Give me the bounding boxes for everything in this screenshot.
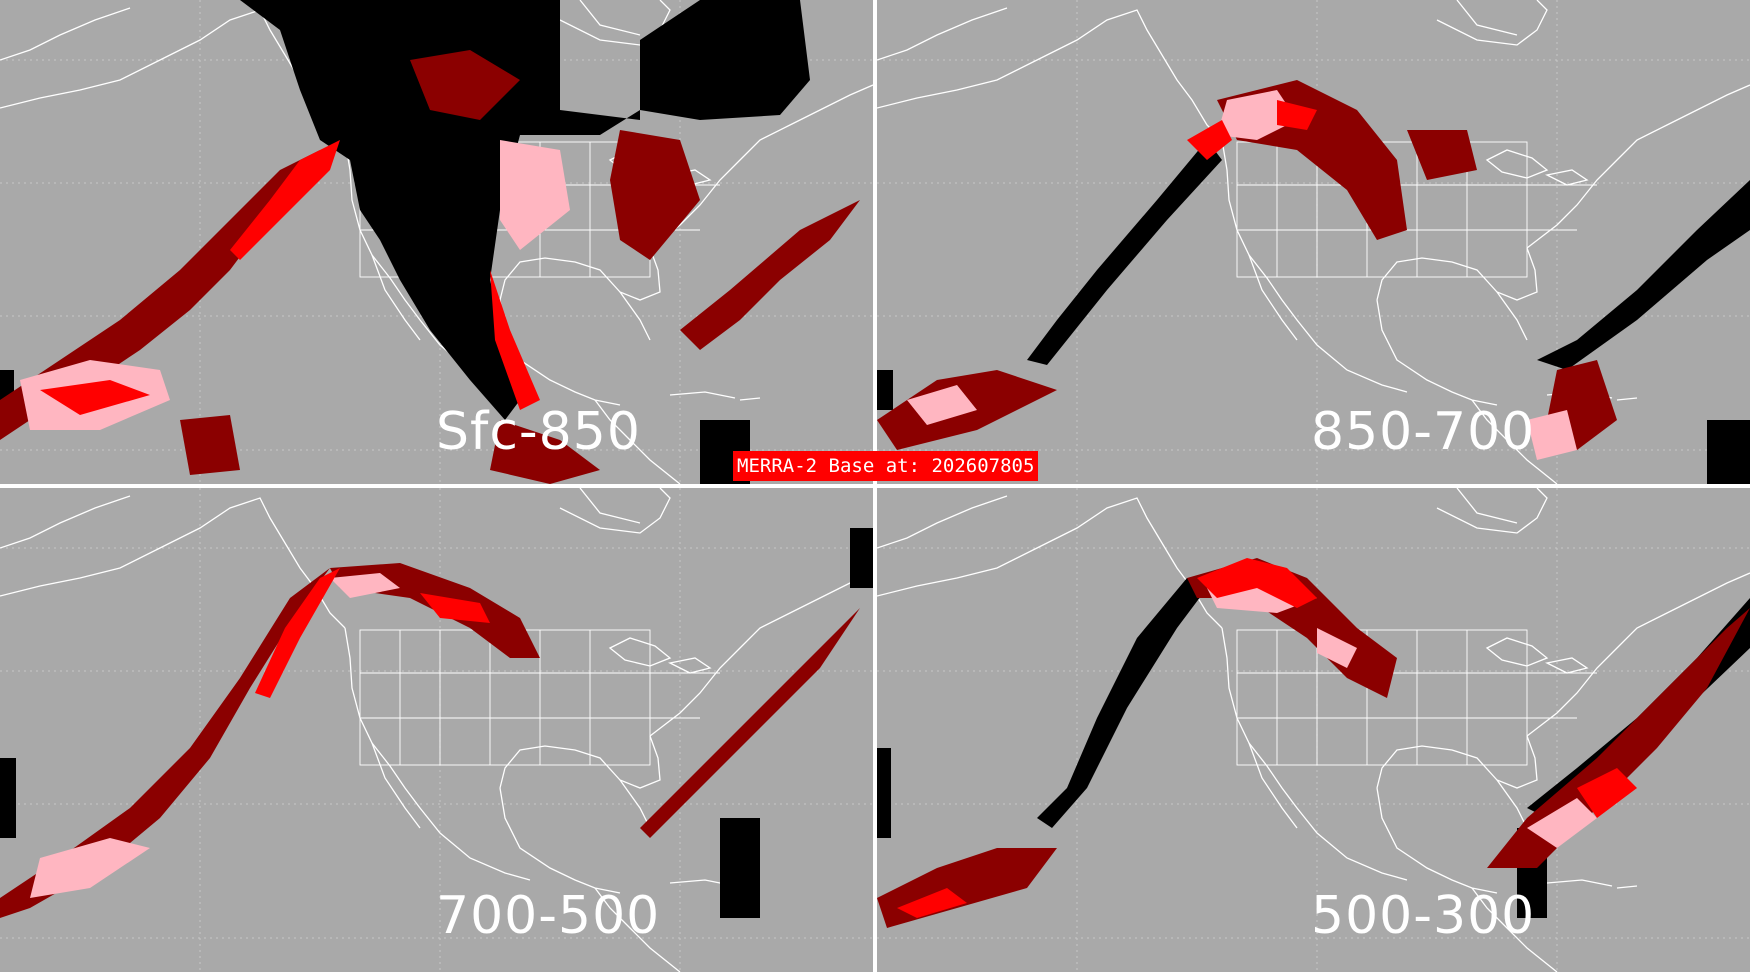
layer-label: Sfc-850 [436, 402, 641, 462]
band-dark-red [640, 608, 860, 838]
map-700-500 [0, 488, 873, 972]
map-500-300 [877, 488, 1750, 972]
band-pink [907, 385, 977, 425]
map-sfc-850 [0, 0, 873, 484]
terrain-mask [240, 0, 810, 420]
terrain-mask [877, 748, 891, 838]
band-red [255, 568, 340, 698]
band-dark-red [490, 420, 600, 484]
panel-850-700: 850-700 [877, 0, 1750, 484]
terrain-mask [720, 818, 760, 918]
band-red [1197, 558, 1317, 608]
band-dark-red [1407, 130, 1477, 180]
layer-label: 500-300 [1311, 886, 1536, 946]
layer-label: 700-500 [436, 886, 661, 946]
band-red [897, 888, 967, 918]
band-red [1187, 120, 1232, 160]
band-red [1577, 768, 1637, 818]
band-pink [330, 573, 400, 598]
band-black [1037, 578, 1207, 828]
band-black [1027, 140, 1222, 365]
terrain-mask [0, 758, 16, 838]
terrain-mask [1707, 420, 1750, 484]
panel-700-500: 700-500 [0, 488, 873, 972]
terrain-mask [877, 370, 893, 410]
band-red [40, 380, 150, 415]
band-dark-red [0, 568, 330, 918]
layer-label: 850-700 [1311, 402, 1536, 462]
panel-500-300: 500-300 [877, 488, 1750, 972]
band-pink [1527, 798, 1597, 848]
panel-sfc-850: Sfc-850 [0, 0, 873, 484]
band-pink [1317, 628, 1357, 668]
band-black [1537, 180, 1750, 370]
band-red [420, 593, 490, 623]
band-dark-red [610, 130, 700, 260]
terrain-mask [850, 528, 873, 588]
map-850-700 [877, 0, 1750, 484]
band-black [1527, 598, 1750, 818]
band-red [230, 140, 340, 260]
band-dark-red [877, 848, 1057, 928]
title-banner: MERRA-2 Base at: 202607805 [733, 451, 1039, 481]
band-pink [500, 140, 570, 250]
band-pink [30, 838, 150, 898]
band-dark-red [680, 200, 860, 350]
band-dark-red [180, 415, 240, 475]
band-red [1277, 100, 1317, 130]
band-pink [1527, 410, 1577, 460]
band-dark-red [410, 50, 520, 120]
band-red [490, 270, 540, 410]
band-dark-red [1487, 608, 1750, 868]
